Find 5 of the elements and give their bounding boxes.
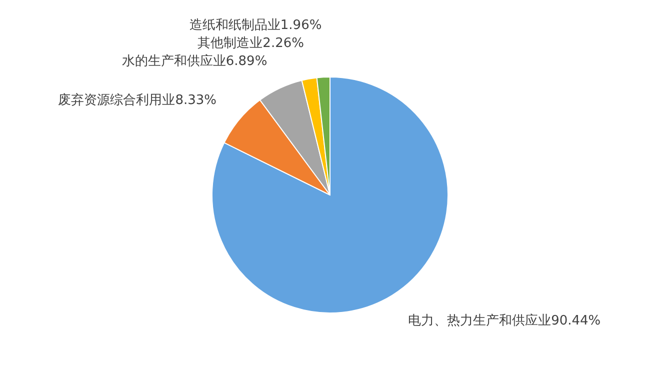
slice-label: 废弃资源综合利用业8.33% xyxy=(58,92,217,108)
slice-label: 电力、热力生产和供应业90.44% xyxy=(408,312,601,329)
slice-label: 其他制造业2.26% xyxy=(198,36,304,51)
slice-label: 造纸和纸制品业1.96% xyxy=(189,18,322,33)
slice-label: 水的生产和供应业6.89% xyxy=(122,52,268,69)
